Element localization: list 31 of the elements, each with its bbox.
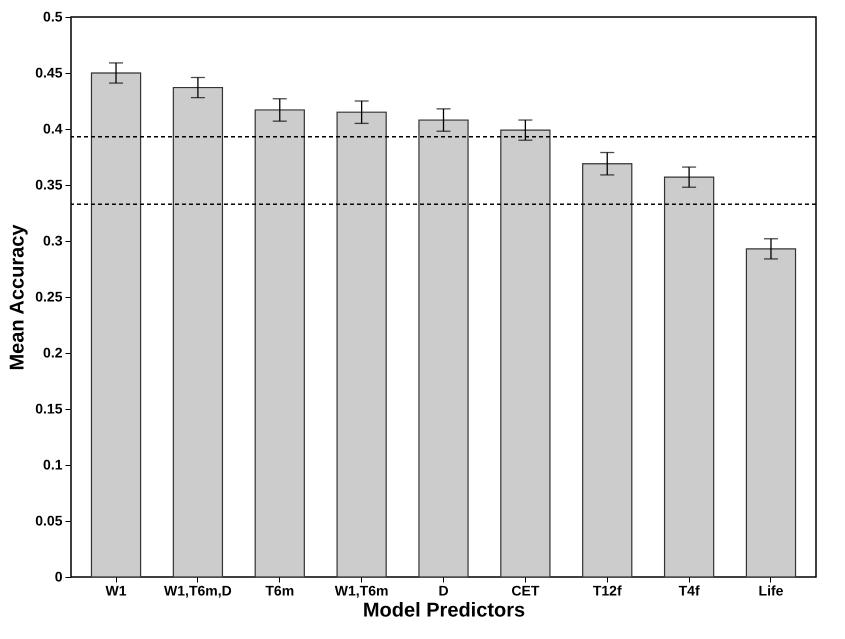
y-tick-label: 0.15 bbox=[35, 400, 63, 416]
x-tick-label: T12f bbox=[592, 582, 622, 598]
y-tick-label: 0.3 bbox=[43, 232, 63, 248]
y-tick-label: 0 bbox=[54, 568, 63, 584]
x-tick-label: D bbox=[438, 582, 449, 598]
bar bbox=[582, 163, 632, 578]
x-tick-label: W1,T6m,D bbox=[164, 582, 232, 598]
bar bbox=[500, 130, 551, 578]
x-tick-label: T4f bbox=[678, 582, 700, 598]
bar bbox=[254, 109, 305, 578]
y-tick-label: 0.35 bbox=[35, 176, 63, 192]
bar bbox=[418, 119, 469, 578]
y-tick-label: 0.05 bbox=[35, 512, 63, 528]
y-tick-label: 0.1 bbox=[43, 456, 63, 472]
y-tick-label: 0.45 bbox=[35, 64, 63, 80]
y-axis-title: Mean Accuracy bbox=[6, 224, 28, 370]
y-tick-label: 0.2 bbox=[43, 344, 63, 360]
y-tick-label: 0.4 bbox=[43, 120, 63, 136]
y-tick-label: 0.25 bbox=[35, 288, 63, 304]
bar bbox=[336, 112, 387, 578]
bar bbox=[746, 248, 796, 578]
bar bbox=[664, 176, 714, 578]
x-axis-title: Model Predictors bbox=[362, 600, 526, 622]
bar bbox=[172, 86, 224, 578]
bar bbox=[90, 72, 142, 578]
x-tick-label: Life bbox=[758, 582, 784, 598]
x-tick-label: W1 bbox=[106, 582, 127, 598]
x-tick-label: CET bbox=[511, 582, 540, 598]
x-tick-label: T6m bbox=[265, 582, 294, 598]
y-tick-label: 0.5 bbox=[43, 8, 63, 24]
x-tick-label: W1,T6m bbox=[334, 582, 388, 598]
